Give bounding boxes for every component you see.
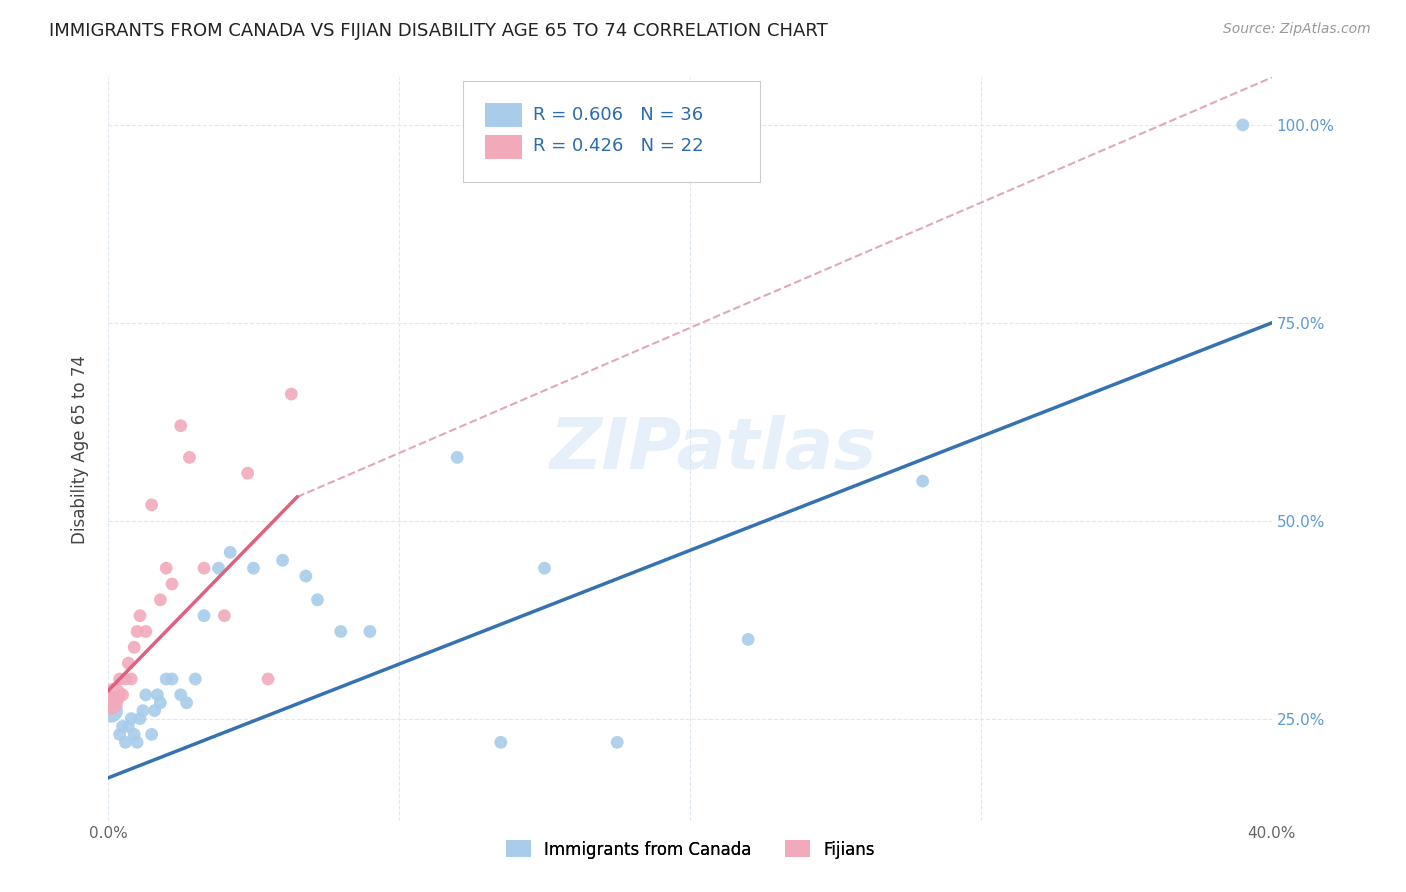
- Point: [100, 704, 122, 718]
- Text: ZIPatlas: ZIPatlas: [550, 415, 877, 484]
- Point: [114, 735, 136, 749]
- Point: [219, 545, 242, 559]
- Point: [117, 656, 139, 670]
- Point: [155, 672, 177, 686]
- Point: [170, 418, 193, 433]
- Point: [135, 688, 157, 702]
- Point: [120, 712, 142, 726]
- Point: [214, 608, 236, 623]
- Text: R = 0.606   N = 36: R = 0.606 N = 36: [533, 105, 703, 124]
- Point: [149, 592, 172, 607]
- Point: [111, 719, 134, 733]
- Point: [108, 727, 131, 741]
- Point: [329, 624, 352, 639]
- Point: [146, 688, 169, 702]
- Point: [127, 624, 149, 639]
- Point: [179, 450, 201, 465]
- Point: [737, 632, 759, 647]
- Point: [307, 592, 329, 607]
- Point: [111, 688, 134, 702]
- Point: [242, 561, 264, 575]
- Point: [127, 735, 149, 749]
- Point: [295, 569, 318, 583]
- Point: [114, 672, 136, 686]
- Point: [122, 640, 145, 655]
- Point: [160, 672, 183, 686]
- FancyBboxPatch shape: [485, 103, 523, 128]
- Point: [911, 474, 934, 488]
- Point: [236, 466, 259, 480]
- Point: [155, 561, 177, 575]
- Point: [143, 704, 166, 718]
- Point: [533, 561, 555, 575]
- Point: [141, 498, 163, 512]
- Point: [149, 696, 172, 710]
- Point: [108, 672, 131, 686]
- Point: [207, 561, 229, 575]
- Point: [122, 727, 145, 741]
- Y-axis label: Disability Age 65 to 74: Disability Age 65 to 74: [72, 355, 89, 544]
- Point: [193, 608, 215, 623]
- Point: [280, 387, 302, 401]
- Point: [135, 624, 157, 639]
- Point: [606, 735, 628, 749]
- Point: [184, 672, 207, 686]
- Point: [257, 672, 280, 686]
- Point: [160, 577, 183, 591]
- Text: R = 0.426   N = 22: R = 0.426 N = 22: [533, 136, 703, 155]
- Point: [103, 688, 125, 702]
- Point: [193, 561, 215, 575]
- Point: [176, 696, 198, 710]
- Point: [129, 712, 152, 726]
- Text: IMMIGRANTS FROM CANADA VS FIJIAN DISABILITY AGE 65 TO 74 CORRELATION CHART: IMMIGRANTS FROM CANADA VS FIJIAN DISABIL…: [49, 22, 828, 40]
- Point: [117, 719, 139, 733]
- Point: [446, 450, 468, 465]
- Text: Source: ZipAtlas.com: Source: ZipAtlas.com: [1223, 22, 1371, 37]
- FancyBboxPatch shape: [485, 135, 523, 159]
- Legend: Immigrants from Canada, Fijians: Immigrants from Canada, Fijians: [499, 834, 882, 865]
- Point: [129, 608, 152, 623]
- Point: [359, 624, 381, 639]
- Point: [1232, 118, 1254, 132]
- Point: [489, 735, 512, 749]
- Point: [170, 688, 193, 702]
- Point: [132, 704, 155, 718]
- FancyBboxPatch shape: [463, 81, 759, 182]
- Point: [100, 696, 122, 710]
- Point: [120, 672, 142, 686]
- Point: [271, 553, 294, 567]
- Point: [141, 727, 163, 741]
